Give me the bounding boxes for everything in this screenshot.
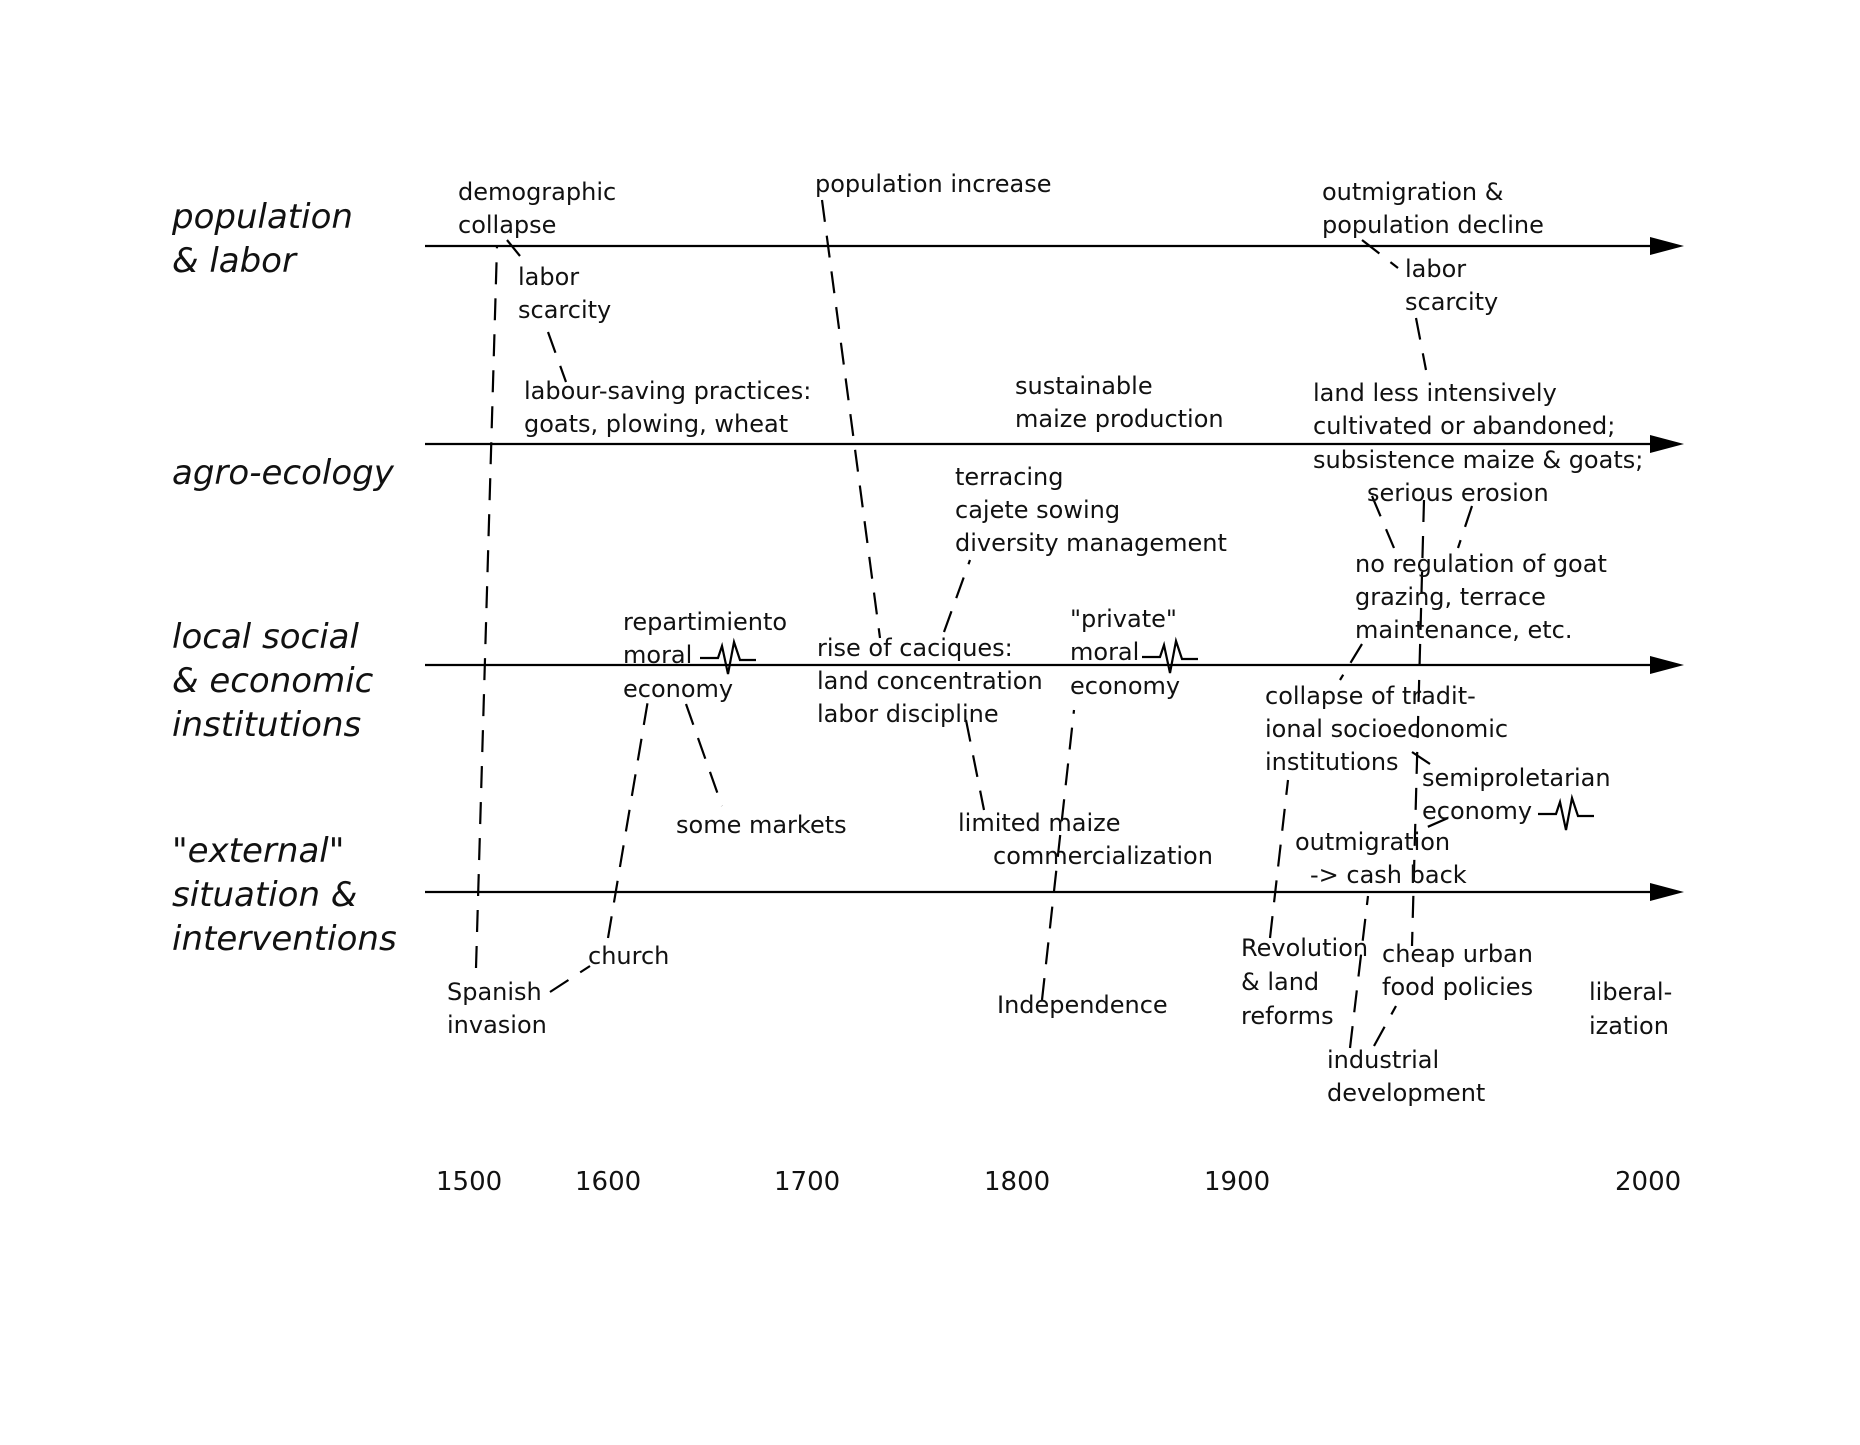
link-popincrease-caciques <box>820 199 882 639</box>
link-repartimiento-markets <box>684 703 724 807</box>
note-outmigration-cash: outmigration -> cash back <box>1295 828 1467 889</box>
note-church: church <box>588 942 669 970</box>
year-1700: 1700 <box>774 1167 840 1197</box>
link-invasion-collapse <box>474 245 499 969</box>
link-industrial-cheapurban <box>1373 1005 1397 1047</box>
link-outmigration-scarcity <box>1361 239 1399 269</box>
note-cheap-urban: cheap urban food policies <box>1382 940 1541 1001</box>
link-scarcity-laboursaving <box>546 331 568 383</box>
link-independence-private <box>1040 709 1076 1001</box>
note-revolution: Revolution & land reforms <box>1241 934 1376 1030</box>
year-2000: 2000 <box>1615 1167 1681 1197</box>
note-collapse-traditional: collapse of tradit- ional socioeconomic … <box>1265 682 1516 776</box>
note-rise-caciques: rise of caciques: land concentration lab… <box>817 634 1050 728</box>
link-collapse-scarcity <box>506 239 521 257</box>
note-labor-scarcity-early: labor scarcity <box>518 263 611 324</box>
arrowhead-icon <box>1650 237 1684 255</box>
link-noregulation-collapse <box>1339 643 1363 681</box>
note-industrial-development: industrial development <box>1327 1046 1485 1107</box>
causal-links <box>474 199 1474 1049</box>
note-outmigration-decline: outmigration & population decline <box>1322 178 1544 239</box>
link-caciques-limitedmaize <box>964 719 986 811</box>
note-terracing: terracing cajete sowing diversity manage… <box>955 463 1227 557</box>
year-1800: 1800 <box>984 1167 1050 1197</box>
note-no-regulation: no regulation of goat grazing, terrace m… <box>1355 550 1615 644</box>
link-industrial-outmigration <box>1348 895 1370 1049</box>
link-scarcity-landless <box>1414 317 1428 371</box>
year-1500: 1500 <box>436 1167 502 1197</box>
note-limited-maize: limited maize commercialization <box>958 809 1213 870</box>
note-land-less-intensive: land less intensively cultivated or aban… <box>1313 379 1651 507</box>
link-invasion-church <box>549 965 591 993</box>
note-sustainable-maize: sustainable maize production <box>1015 372 1224 433</box>
note-population-increase: population increase <box>815 170 1052 198</box>
axis-local-institutions <box>425 656 1684 674</box>
link-landless-noregulation-b <box>1456 505 1474 549</box>
link-semiproletarian-outmigration <box>1415 816 1449 834</box>
lane-label-population-labor: population & labor <box>171 197 364 281</box>
note-demographic-collapse: demographic collapse <box>458 178 624 239</box>
zigzag-symbol-semiproletarian <box>1538 793 1594 831</box>
link-church-repartimiento <box>606 699 650 939</box>
note-semiproletarian: semiproletarian economy <box>1422 764 1618 825</box>
arrowhead-icon <box>1650 883 1684 901</box>
link-revolution-collapse <box>1268 779 1290 939</box>
note-repartimiento: repartimiento moral economy <box>623 608 795 703</box>
lane-label-agro-ecology: agro-ecology <box>172 453 395 493</box>
lane-label-external-interventions: "external" situation & interventions <box>172 831 397 959</box>
arrowhead-icon <box>1650 435 1684 453</box>
note-some-markets: some markets <box>676 811 847 839</box>
axis-external <box>425 883 1684 901</box>
note-spanish-invasion: Spanish invasion <box>447 978 549 1039</box>
link-landless-noregulation-a <box>1370 495 1396 549</box>
zigzag-symbol-repartimiento <box>700 637 756 675</box>
link-collapse-semiproletarian <box>1411 751 1431 765</box>
note-private-moral-economy: "private" moral economy <box>1070 605 1185 700</box>
lane-label-local-institutions: local social & economic institutions <box>172 617 384 745</box>
axis-population <box>425 237 1684 255</box>
zigzag-symbol-private <box>1142 636 1198 674</box>
note-liberalization: liberal- ization <box>1589 978 1680 1040</box>
link-vertical-1970 <box>1410 499 1426 947</box>
note-labor-scarcity-late: labor scarcity <box>1405 255 1498 316</box>
link-caciques-terracing <box>942 559 972 633</box>
axis-agro-ecology <box>425 435 1684 453</box>
year-1900: 1900 <box>1204 1167 1270 1197</box>
note-labour-saving: labour-saving practices: goats, plowing,… <box>524 377 819 438</box>
note-independence: Independence <box>997 991 1168 1019</box>
arrowhead-icon <box>1650 656 1684 674</box>
year-1600: 1600 <box>575 1167 641 1197</box>
